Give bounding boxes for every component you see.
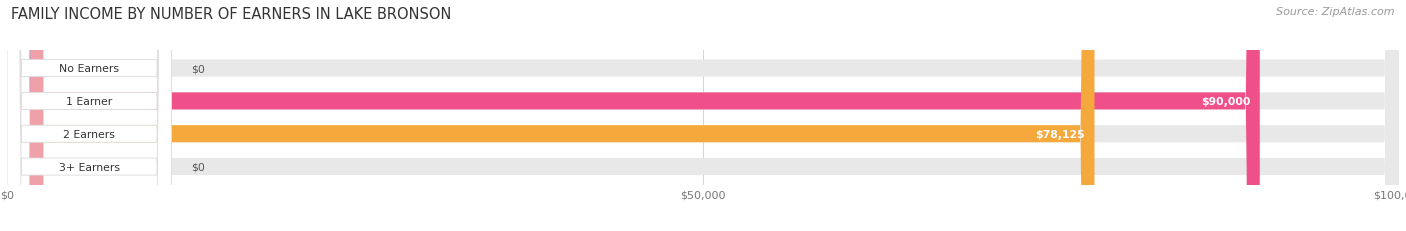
FancyBboxPatch shape [7, 0, 44, 231]
FancyBboxPatch shape [7, 0, 172, 231]
Text: $0: $0 [191, 64, 205, 74]
FancyBboxPatch shape [7, 0, 172, 231]
FancyBboxPatch shape [7, 0, 1399, 231]
FancyBboxPatch shape [7, 0, 1399, 231]
Text: $78,125: $78,125 [1035, 129, 1085, 139]
FancyBboxPatch shape [7, 0, 1399, 231]
Text: FAMILY INCOME BY NUMBER OF EARNERS IN LAKE BRONSON: FAMILY INCOME BY NUMBER OF EARNERS IN LA… [11, 7, 451, 22]
Text: 3+ Earners: 3+ Earners [59, 162, 120, 172]
FancyBboxPatch shape [7, 0, 1399, 231]
FancyBboxPatch shape [7, 0, 1094, 231]
FancyBboxPatch shape [7, 0, 172, 231]
Text: $0: $0 [191, 162, 205, 172]
Text: No Earners: No Earners [59, 64, 120, 74]
FancyBboxPatch shape [7, 0, 44, 231]
Text: 2 Earners: 2 Earners [63, 129, 115, 139]
FancyBboxPatch shape [7, 0, 1260, 231]
Text: 1 Earner: 1 Earner [66, 97, 112, 106]
Text: $90,000: $90,000 [1201, 97, 1250, 106]
Text: Source: ZipAtlas.com: Source: ZipAtlas.com [1277, 7, 1395, 17]
FancyBboxPatch shape [7, 0, 172, 231]
